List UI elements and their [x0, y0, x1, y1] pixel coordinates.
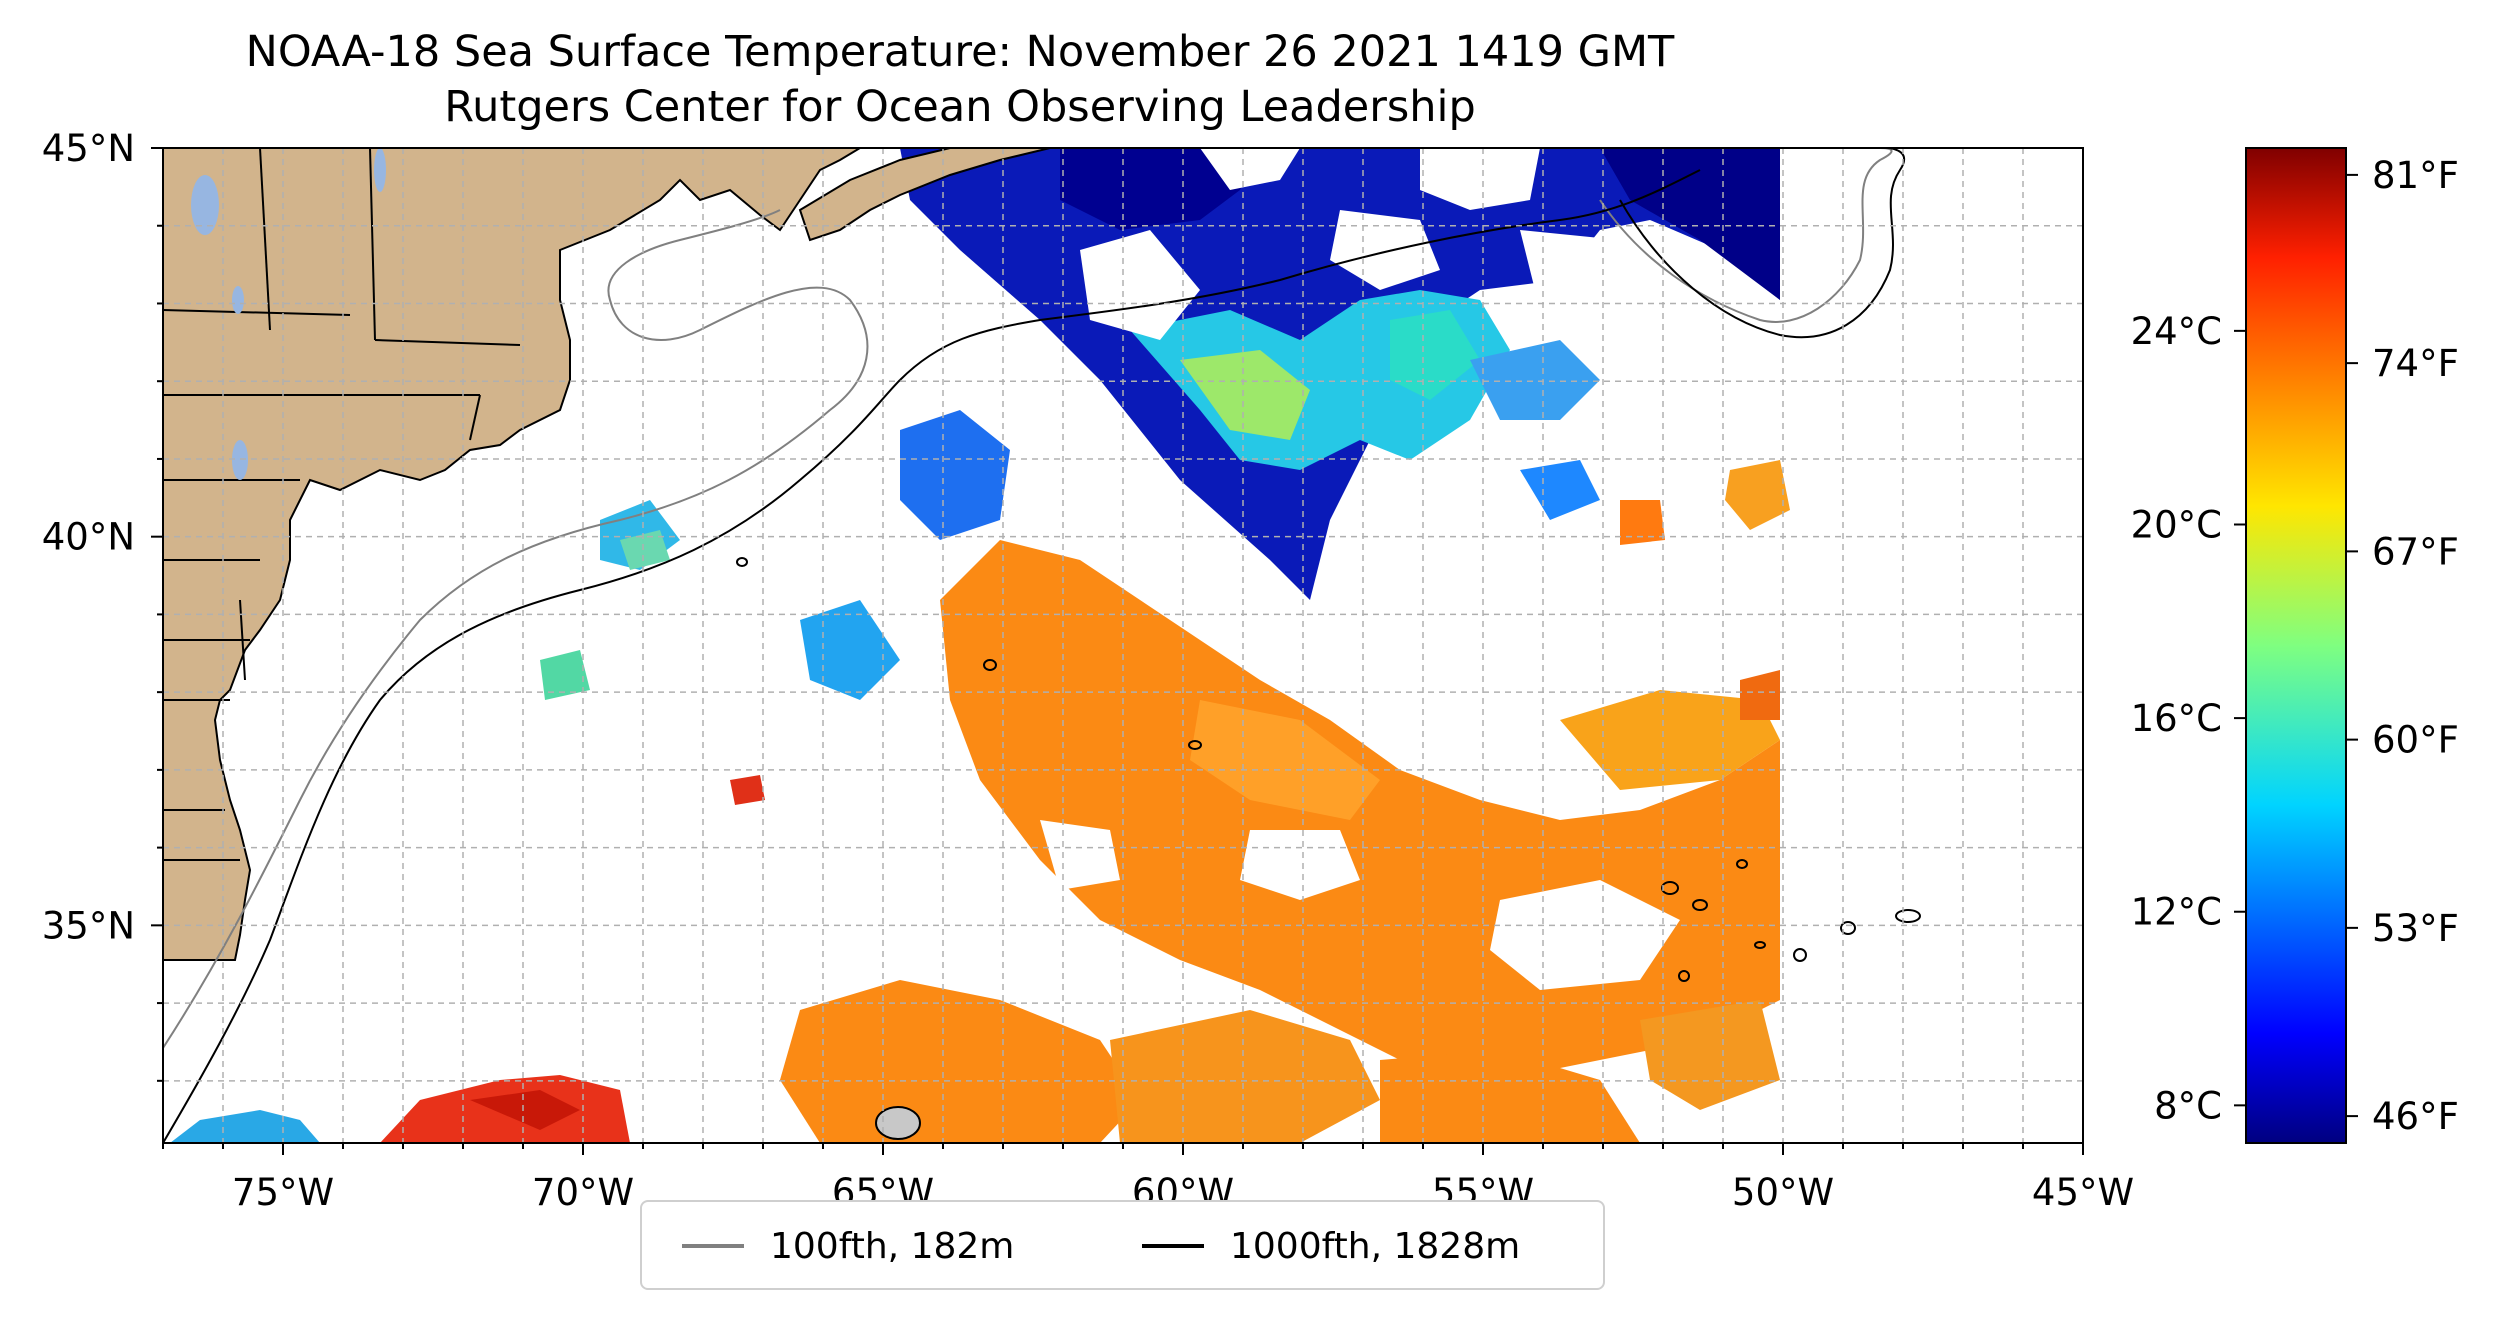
sst-data-layer — [170, 148, 1790, 1143]
state-borders — [163, 148, 521, 861]
chart-title: NOAA-18 Sea Surface Temperature: Novembe… — [245, 27, 1675, 77]
nova-scotia — [798, 148, 1051, 242]
lat-label: 45°N — [42, 127, 135, 170]
legend: 100fth, 182m 1000fth, 1828m — [640, 1200, 1605, 1290]
legend-swatch-1000fth — [1142, 1244, 1204, 1248]
fahrenheit-label: 53°F — [2372, 907, 2459, 950]
contour-1000fth-east — [1619, 148, 1906, 339]
land-mass — [163, 148, 862, 961]
contour-100fth-east — [1599, 148, 1893, 323]
fahrenheit-label: 46°F — [2372, 1095, 2459, 1138]
celsius-label: 8°C — [2154, 1084, 2222, 1127]
celsius-label: 16°C — [2131, 697, 2222, 740]
colorbar-fahrenheit-ticks: 46°F 53°F 60°F 67°F 74°F 81°F — [2346, 154, 2459, 1138]
chart-subtitle: Rutgers Center for Ocean Observing Leade… — [444, 82, 1476, 132]
axis-ticks — [151, 147, 2084, 1155]
lakes — [191, 148, 386, 480]
celsius-label: 12°C — [2131, 891, 2222, 934]
legend-label-1000fth: 1000fth, 1828m — [1230, 1225, 1521, 1267]
colorbar-celsius-ticks: 8°C 12°C 16°C 20°C 24°C — [2131, 310, 2246, 1127]
contour-100fth — [163, 209, 869, 1049]
lon-label: 50°W — [1732, 1171, 1834, 1214]
contour-1000fth — [163, 379, 901, 1143]
latitude-labels: 45°N 40°N 35°N — [42, 127, 135, 947]
legend-item-1000fth: 1000fth, 1828m — [1142, 1222, 1520, 1270]
lat-label: 40°N — [42, 516, 135, 559]
fahrenheit-label: 74°F — [2372, 342, 2459, 385]
celsius-label: 20°C — [2131, 503, 2222, 546]
legend-label-100fth: 100fth, 182m — [770, 1225, 1015, 1267]
fahrenheit-label: 81°F — [2372, 154, 2459, 197]
fahrenheit-label: 67°F — [2372, 530, 2459, 573]
fahrenheit-label: 60°F — [2372, 719, 2459, 762]
map-gridlines — [163, 148, 2083, 1143]
lon-label: 75°W — [232, 1171, 334, 1214]
lon-label: 45°W — [2032, 1171, 2134, 1214]
legend-swatch-100fth — [682, 1244, 744, 1248]
colorbar — [2245, 147, 2347, 1144]
bermuda — [875, 1106, 921, 1140]
celsius-label: 24°C — [2131, 310, 2222, 353]
lat-label: 35°N — [42, 904, 135, 947]
seamount-contours — [736, 557, 1921, 982]
lon-label: 70°W — [532, 1171, 634, 1214]
legend-item-100fth: 100fth, 182m — [682, 1222, 1014, 1270]
